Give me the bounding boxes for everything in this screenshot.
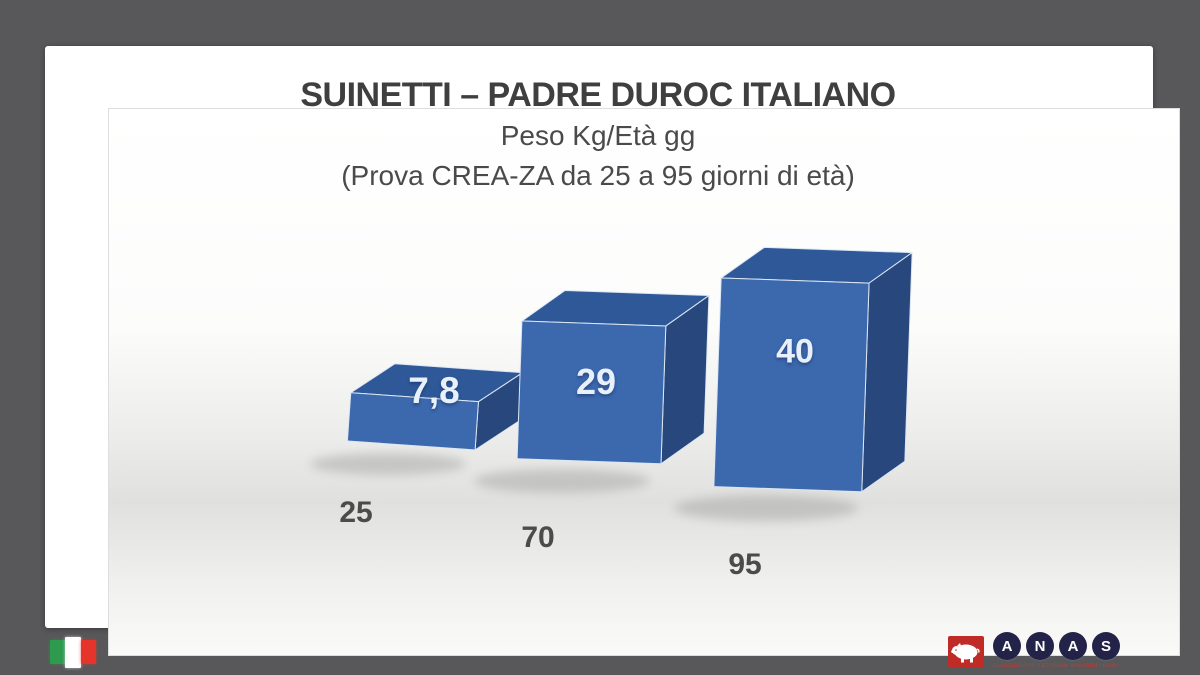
anas-letter-badge: A	[1059, 632, 1087, 660]
chart-subtitle: Peso Kg/Età gg	[500, 120, 696, 151]
anas-letter-badge: N	[1026, 632, 1054, 660]
flag-red-band	[81, 640, 96, 664]
anas-red-square	[948, 636, 984, 667]
flag-green-band	[50, 640, 65, 664]
chart-title: SUINETTI – PADRE DUROC ITALIANO	[300, 76, 896, 114]
anas-letter-badge: A	[993, 632, 1021, 660]
bar-value-label: 40	[776, 332, 814, 371]
italian-flag-icon	[50, 636, 96, 668]
anas-logo: A N A S associazione nazionale allevator…	[946, 632, 1134, 672]
x-tick-label: 95	[728, 548, 762, 581]
flag-white-band	[65, 636, 81, 668]
anas-letter-row: A N A S	[993, 632, 1120, 660]
bar-value-label: 7,8	[408, 370, 460, 411]
title-block: SUINETTI – PADRE DUROC ITALIANO Peso Kg/…	[63, 74, 1133, 196]
pig-icon	[951, 642, 980, 662]
x-tick-label: 70	[521, 521, 555, 554]
chart-note: (Prova CREA-ZA da 25 a 95 giorni di età)	[341, 160, 855, 191]
x-tick-label: 25	[339, 496, 373, 529]
bar-value-label: 29	[575, 361, 617, 402]
anas-tagline: associazione nazionale allevatori suini	[993, 663, 1119, 669]
anas-letter-badge: S	[1092, 632, 1120, 660]
